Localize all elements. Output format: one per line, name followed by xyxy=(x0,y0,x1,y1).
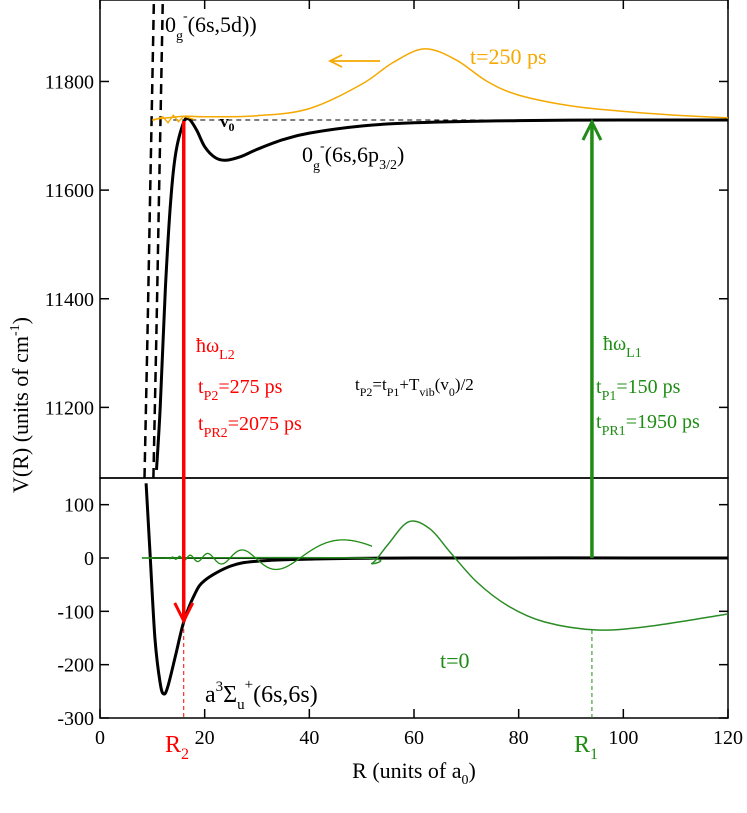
upper-panel-frame xyxy=(99,0,729,479)
series-line-0 xyxy=(155,116,728,470)
x-tick-label: 40 xyxy=(299,727,319,749)
series-line-2 xyxy=(152,0,165,479)
label-tPR2: tPR2=2075 ps xyxy=(198,413,302,441)
label-v0: v0 xyxy=(220,112,235,134)
label-tP2: tP2=275 ps xyxy=(198,376,283,404)
series-line-1 xyxy=(143,0,156,479)
y-tick-label-upper: 11800 xyxy=(45,71,94,93)
wavepacket-t250-inner xyxy=(152,114,195,124)
label-tvib-formula: tP2=tP1+Tvib(v0)/2 xyxy=(355,375,474,399)
wavepacket-t0-oscillation xyxy=(141,539,373,571)
series-line-3 xyxy=(152,48,729,121)
x-axis-label: R (units of a0) xyxy=(352,758,476,788)
arrows xyxy=(173,118,603,625)
y-tick-label-upper: 11400 xyxy=(45,289,94,311)
y-tick-label-upper: 11600 xyxy=(45,180,94,202)
green-arrow-head xyxy=(581,118,603,141)
label-0g-6s5d: 0g-(6s,5d)) xyxy=(165,9,257,44)
x-tick-label: 120 xyxy=(713,727,743,749)
y-tick-label-lower: -200 xyxy=(57,655,94,677)
label-tPR1: tPR1=1950 ps xyxy=(596,411,700,439)
axis-ticks: 0 20 40 60 80 100 120 11200 11400 11600 11800 -300 -… xyxy=(45,0,743,749)
y-tick-label-upper: 11200 xyxy=(45,397,94,419)
label-hw-L2: ħωL2 xyxy=(196,335,235,363)
label-R1: R1 xyxy=(574,732,598,763)
x-tick-label: 20 xyxy=(195,727,215,749)
label-t0: t=0 xyxy=(440,648,470,673)
y-tick-label-lower: -300 xyxy=(57,708,94,730)
y-axis-label: V(R) (units of cm-1) xyxy=(8,317,33,493)
label-hw-L1: ħωL1 xyxy=(603,333,642,361)
series-line-5 xyxy=(141,520,729,631)
label-a3sigma: a3Σu+(6s,6s) xyxy=(205,677,318,713)
x-tick-label: 80 xyxy=(509,727,529,749)
label-R2: R2 xyxy=(165,732,189,763)
label-tP1: tP1=150 ps xyxy=(596,376,681,404)
x-tick-label: 0 xyxy=(95,727,105,749)
label-0g-6s6p: 0g-(6s,6p3/2) xyxy=(302,139,404,174)
x-tick-label: 60 xyxy=(404,727,424,749)
left-arrow-orange xyxy=(327,54,380,68)
y-tick-label-lower: 0 xyxy=(84,548,94,570)
red-arrow-head xyxy=(173,602,195,625)
label-t250: t=250 ps xyxy=(470,44,547,69)
y-tick-label-lower: 100 xyxy=(64,495,94,517)
y-tick-label-lower: -100 xyxy=(57,601,94,623)
x-tick-label: 100 xyxy=(608,727,638,749)
series-line-4 xyxy=(144,483,729,696)
